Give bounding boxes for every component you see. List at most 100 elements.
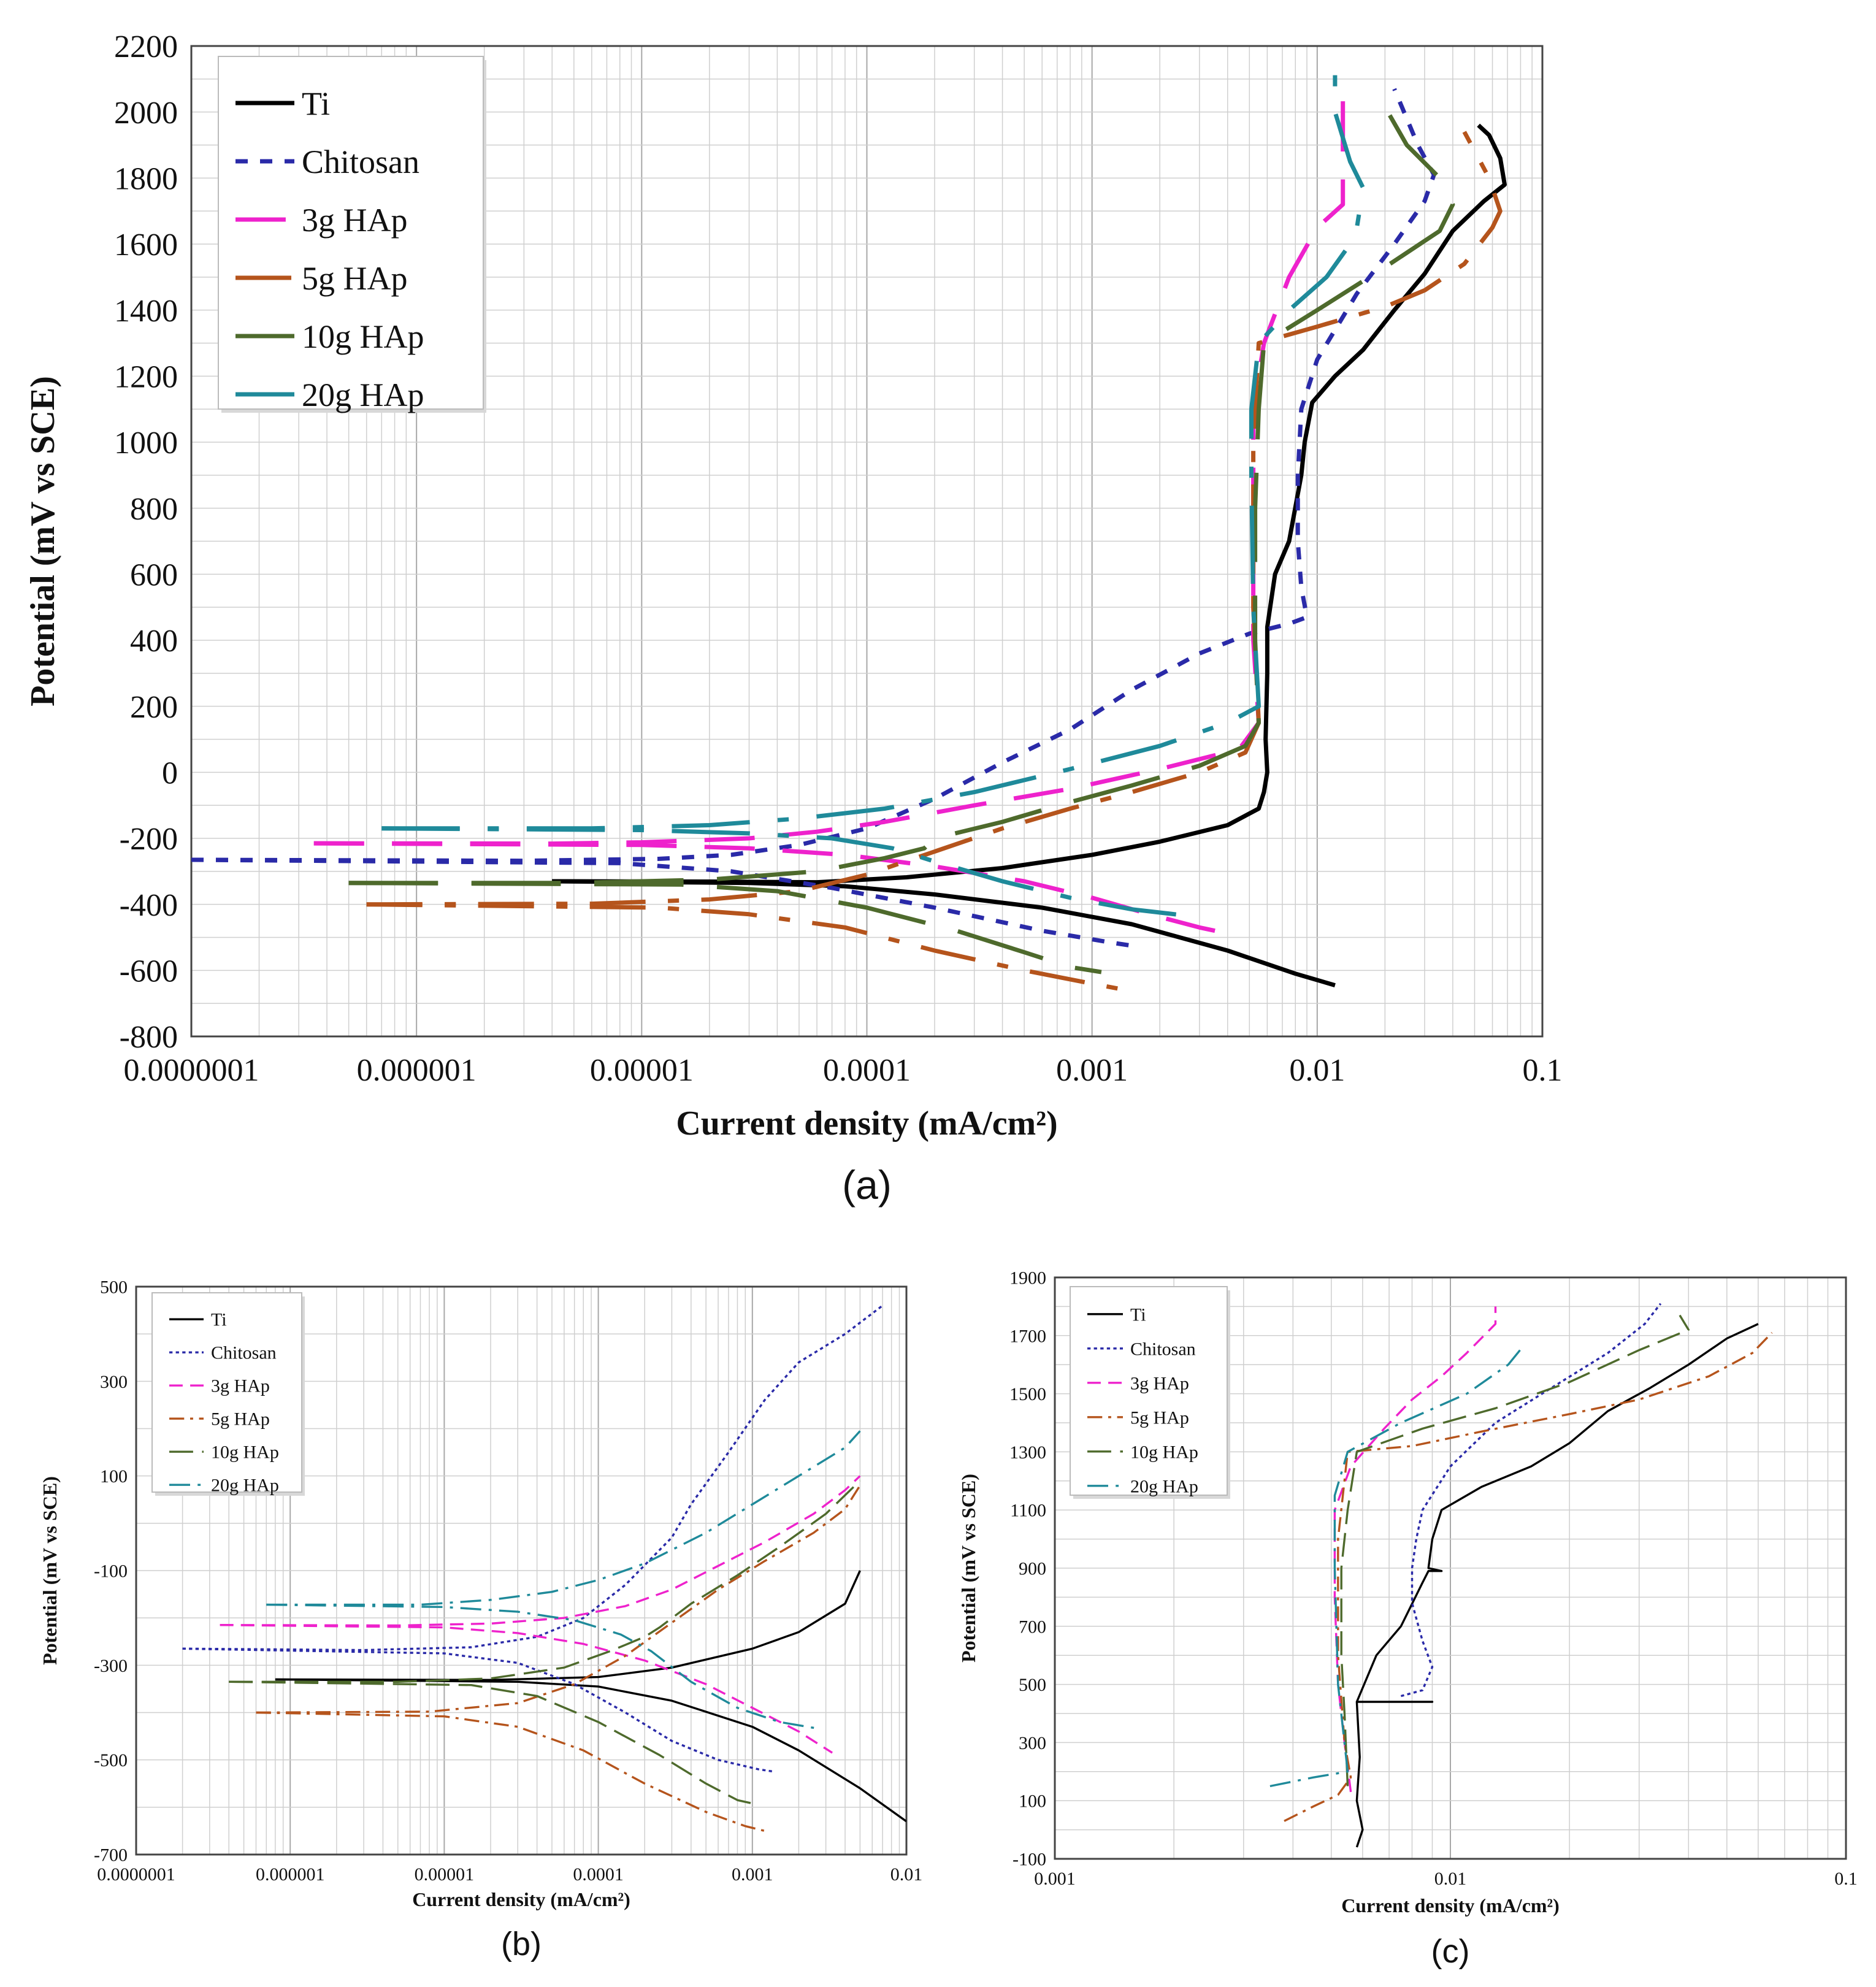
y-tick-label: 800 — [130, 492, 178, 527]
series-line-ti-anodic — [1355, 1323, 1759, 1848]
series-line-10g-hap-cathodic — [229, 1680, 759, 1806]
tick-labels: 0.0000001 0.000001 0.00001 0.0001 0.001 0.01 5… — [94, 1277, 922, 1885]
series-line-chitosan-anodic — [1400, 1303, 1662, 1698]
x-axis-title: Current density (mA/cm²) — [676, 1105, 1057, 1143]
y-tick-label: 1000 — [114, 426, 178, 461]
y-tick-label: -100 — [94, 1561, 128, 1582]
tick-labels: 0.001 0.01 0.1 1900 1700 1500 1300 1100 900 700 50… — [1009, 1268, 1858, 1889]
legend-label: 10g HAp — [302, 318, 424, 355]
x-tick-label: 0.0001 — [823, 1053, 911, 1088]
y-tick-label: 300 — [1019, 1733, 1046, 1753]
legend: Ti Chitosan 3g HAp 5g HAp 10g HAp 20g HAp — [1070, 1286, 1230, 1499]
legend: Ti Chitosan 3g HAp 5g HAp 10g HAp 20g HAp — [151, 1292, 305, 1496]
tick-labels: 0.0000001 0.000001 0.00001 0.0001 0.001 0.01 0… — [114, 29, 1563, 1088]
y-tick-label: -300 — [94, 1656, 128, 1676]
legend: Ti Chitosan 3g HAp 5g HAp 10g HAp 20g HAp — [218, 56, 486, 413]
legend-label: Chitosan — [211, 1343, 277, 1363]
y-tick-label: 200 — [130, 690, 178, 725]
y-tick-label: -700 — [94, 1845, 128, 1866]
series-line-10g-hap-cathodic — [348, 881, 1102, 974]
series-line-20g-hap-anodic — [266, 1430, 861, 1606]
x-tick-label: 0.0000001 — [124, 1053, 259, 1088]
x-tick-label: 0.01 — [1289, 1053, 1345, 1088]
x-tick-label: 0.1 — [1834, 1869, 1858, 1889]
legend-label: Chitosan — [302, 144, 419, 180]
series-line-3g-hap-anodic — [1333, 1306, 1497, 1793]
series-line-ti-anodic — [275, 1570, 861, 1681]
x-axis-title: Current density (mA/cm²) — [412, 1888, 630, 1910]
y-tick-label: 1200 — [114, 360, 178, 395]
series-line-20g-hap-anodic — [1269, 1349, 1521, 1788]
chart-a: 0.0000001 0.000001 0.00001 0.0001 0.001 0.01 0… — [24, 29, 1563, 1208]
series-line-3g-hap-cathodic — [220, 1624, 833, 1754]
legend-label: 5g HAp — [302, 260, 408, 297]
series-line-3g-hap-anodic — [220, 1475, 861, 1627]
x-tick-label: 0.000001 — [256, 1864, 325, 1885]
y-axis-title: Potential (mV vs SCE) — [957, 1474, 979, 1663]
plot-area-frame — [1054, 1276, 1847, 1860]
panel-label: (b) — [501, 1926, 542, 1962]
series-line-20g-hap-cathodic — [381, 826, 1190, 918]
series-line-ti-cathodic — [552, 879, 1336, 987]
y-tick-label: 500 — [1019, 1675, 1046, 1695]
y-tick-label: -500 — [94, 1750, 128, 1771]
series-line-10g-hap-anodic — [1340, 1314, 1690, 1786]
legend-label: 3g HAp — [211, 1376, 270, 1396]
x-tick-label: 0.1 — [1523, 1053, 1563, 1088]
x-tick-label: 0.01 — [890, 1864, 923, 1885]
y-tick-label: 2000 — [114, 96, 178, 131]
legend-label: Ti — [302, 85, 330, 122]
y-tick-label: 1500 — [1009, 1384, 1046, 1404]
series-line-5g-hap-anodic — [366, 131, 1503, 907]
legend-label: 10g HAp — [1130, 1442, 1198, 1462]
y-tick-label: -100 — [1013, 1850, 1046, 1870]
x-tick-label: 0.000001 — [357, 1053, 477, 1088]
y-tick-label: 700 — [1019, 1617, 1046, 1637]
y-tick-label: 1300 — [1009, 1442, 1046, 1463]
y-tick-label: -600 — [120, 954, 178, 989]
series-group — [1269, 1303, 1773, 1848]
series-group — [191, 62, 1507, 991]
series-line-ti-anodic — [552, 123, 1507, 885]
y-axis-title: Potential (mV vs SCE) — [24, 376, 62, 706]
y-tick-label: 300 — [100, 1372, 128, 1392]
y-tick-label: 600 — [130, 558, 178, 593]
series-line-ti-cathodic — [275, 1678, 906, 1823]
y-tick-label: 400 — [130, 624, 178, 659]
y-tick-label: 100 — [100, 1466, 128, 1487]
x-tick-label: 0.001 — [732, 1864, 773, 1885]
series-line-chitosan-cathodic — [191, 857, 1132, 948]
y-tick-label: 500 — [100, 1277, 128, 1298]
y-tick-label: 1700 — [1009, 1326, 1046, 1346]
y-axis-title: Potential (mV vs SCE) — [39, 1476, 61, 1665]
y-tick-label: 1900 — [1009, 1268, 1046, 1288]
plot-area-frame — [135, 1285, 908, 1856]
chart-b: 0.0000001 0.000001 0.00001 0.0001 0.001 0.01 5… — [39, 1277, 922, 1963]
legend-box — [218, 56, 484, 410]
y-tick-label: -200 — [120, 822, 178, 857]
y-tick-label: 0 — [162, 756, 178, 791]
series-line-5g-hap-cathodic — [256, 1711, 765, 1832]
y-tick-label: 1400 — [114, 294, 178, 329]
y-tick-label: 2200 — [114, 29, 178, 64]
x-tick-label: 0.001 — [1034, 1869, 1076, 1889]
y-tick-label: 100 — [1019, 1791, 1046, 1812]
series-line-5g-hap-cathodic — [366, 902, 1119, 991]
legend-label: 5g HAp — [211, 1409, 270, 1430]
legend-label: 3g HAp — [1130, 1373, 1189, 1393]
series-line-10g-hap-anodic — [229, 1480, 861, 1683]
x-axis-title: Current density (mA/cm²) — [1341, 1894, 1560, 1916]
series-line-chitosan-cathodic — [182, 1647, 775, 1773]
y-tick-label: -800 — [120, 1020, 178, 1055]
series-group — [182, 1304, 906, 1832]
x-tick-label: 0.00001 — [415, 1864, 475, 1885]
legend-label: 3g HAp — [302, 202, 408, 239]
legend-label: 10g HAp — [211, 1442, 279, 1463]
series-line-5g-hap-anodic — [1284, 1331, 1773, 1822]
series-line-20g-hap-anodic — [381, 62, 1366, 831]
series-line-chitosan-anodic — [182, 1304, 884, 1652]
y-tick-label: 1600 — [114, 228, 178, 262]
series-line-20g-hap-cathodic — [266, 1603, 822, 1731]
y-tick-label: 900 — [1019, 1559, 1046, 1579]
